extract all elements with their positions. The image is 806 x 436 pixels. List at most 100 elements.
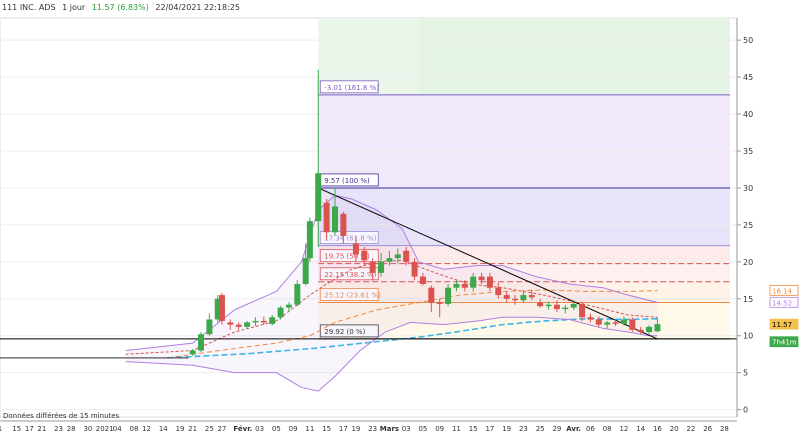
price-label: 7h41m [772, 339, 797, 347]
price-label-box [769, 336, 799, 348]
candle-body [340, 213, 347, 236]
candle-body [252, 320, 259, 323]
price-change: (6.83%) [117, 3, 149, 12]
candle-body [520, 295, 527, 301]
fib-label: -3.01 (161.8 %) [324, 84, 379, 92]
candle-body [654, 324, 661, 332]
overlay-line [167, 317, 658, 359]
fib-label-box [319, 288, 379, 301]
candle-body [428, 287, 435, 303]
x-tick-label: 28 [720, 425, 729, 433]
timeframe: 1 jour [62, 3, 86, 12]
candle-body [302, 258, 309, 284]
y-tick-label: 20 [743, 258, 753, 267]
x-tick-label: 04 [113, 425, 122, 433]
candle-body [361, 250, 368, 261]
x-tick-label: 2021 [96, 425, 114, 433]
x-tick-label: 20 [670, 425, 679, 433]
candle-body [214, 298, 221, 320]
candle-body [537, 302, 544, 307]
candle-body [612, 322, 619, 324]
x-tick-label: 23 [54, 425, 63, 433]
x-tick-label: 14 [636, 425, 645, 433]
candle-body [545, 304, 552, 307]
candle-body [277, 307, 284, 318]
candle-body [570, 303, 577, 308]
price-label: 14.52 [772, 299, 792, 307]
candle-body [411, 261, 418, 277]
candle-body [198, 334, 204, 351]
x-tick-label: 17 [485, 425, 494, 433]
x-tick-label: 27 [217, 425, 226, 433]
y-tick-label: 5 [743, 369, 748, 378]
candle-body [369, 261, 376, 273]
price-label-box [769, 284, 799, 296]
x-tick-label: 03 [255, 425, 264, 433]
fib-label: 17.34 (61.8 %) [324, 235, 376, 243]
y-tick-label: 50 [743, 36, 753, 45]
x-tick-label: 05 [272, 425, 281, 433]
x-tick-label: Avr. [566, 425, 581, 433]
x-tick-label: 23 [519, 425, 528, 433]
candle-body [595, 319, 602, 325]
x-tick-label: 19 [502, 425, 511, 433]
candle-body [315, 173, 322, 222]
x-tick-label: 17 [339, 425, 348, 433]
x-tick-label: 19 [351, 425, 360, 433]
candle-body [646, 326, 653, 333]
last-price-value: 11.57 [91, 3, 115, 12]
candle-body [378, 261, 385, 273]
y-tick-label: 15 [743, 295, 753, 304]
x-tick-label: 23 [368, 425, 377, 433]
trendline [318, 187, 658, 340]
x-tick-label: 17 [25, 425, 34, 433]
x-tick-label: 15 [469, 425, 478, 433]
candle-body [470, 276, 477, 288]
fib-label: 29.92 (0 %) [324, 328, 365, 336]
x-tick-label: 15 [12, 425, 21, 433]
candle-body [244, 322, 251, 327]
x-tick-label: 25 [205, 425, 214, 433]
candle-body [445, 287, 452, 304]
x-tick-label: 1 [0, 425, 2, 433]
candle-body [306, 221, 313, 259]
candle-body [512, 298, 519, 301]
last-price: 11.57 (6.83%) [92, 3, 149, 12]
fib-label: 25.12 (23.61 %) [324, 291, 381, 299]
candle-body [352, 243, 359, 255]
candle-body [332, 206, 338, 233]
x-tick-label: 11 [305, 425, 314, 433]
candle-body [189, 350, 196, 355]
x-tick-label: 12 [619, 425, 628, 433]
overlay-line [125, 316, 658, 392]
candle-body [579, 303, 586, 318]
x-tick-label: 03 [402, 425, 411, 433]
overlay-line [125, 194, 658, 351]
candle-body [562, 307, 569, 310]
x-tick-label: 26 [703, 425, 712, 433]
x-tick-label: 21 [188, 425, 197, 433]
candle-body [386, 258, 393, 262]
instrument-title: 111 INC. ADS [2, 3, 56, 12]
x-tick-label: 06 [586, 425, 595, 433]
price-label: 16.14 [772, 287, 793, 295]
fib-label: 9.57 (100 %) [324, 177, 370, 185]
fib-label-box [319, 267, 379, 281]
x-tick-label: 21 [37, 425, 46, 433]
y-tick-label: 35 [743, 147, 753, 156]
candle-body [453, 284, 460, 288]
fib-label-box [319, 80, 379, 94]
x-tick-label: 19 [176, 425, 185, 433]
price-label-box [769, 296, 799, 308]
x-tick-label: 16 [653, 425, 662, 433]
x-tick-label: 14 [159, 425, 168, 433]
y-tick-label: 30 [743, 184, 753, 193]
candle-body [403, 250, 410, 262]
y-tick-label: 10 [743, 332, 753, 341]
fib-zone [318, 187, 730, 246]
x-tick-label: 29 [552, 425, 561, 433]
candle-body [461, 284, 468, 288]
x-tick-label: 15 [322, 425, 331, 433]
fib-zone [318, 245, 730, 264]
